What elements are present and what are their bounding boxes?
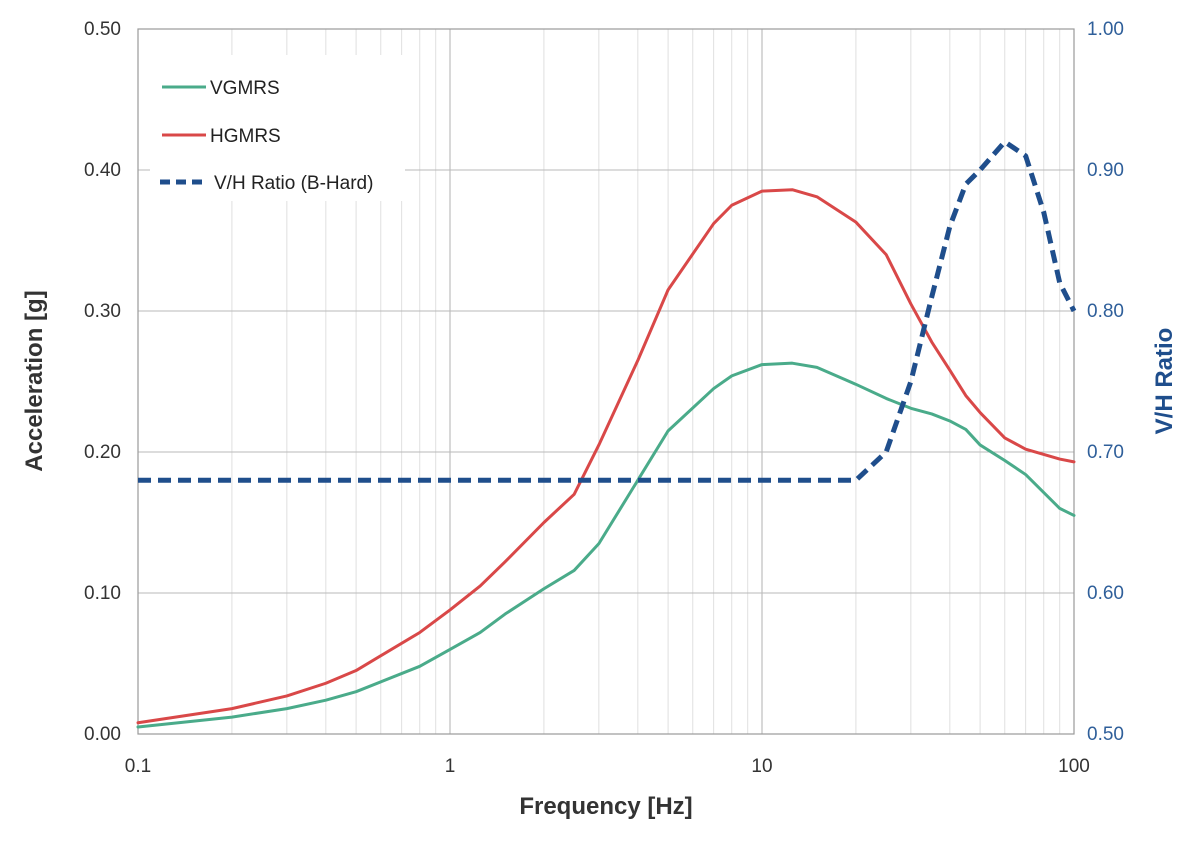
y-tick-label: 0.00: [84, 724, 121, 745]
series-line-vh: [138, 139, 1077, 483]
y2-tick-label: 0.70: [1087, 442, 1124, 463]
series-line-hgmrs: [136, 188, 1076, 725]
plot-area-border: [137, 28, 1075, 735]
legend-label-hgmrs: HGMRS: [210, 126, 281, 147]
legend-box: [150, 55, 405, 201]
y2-tick-label: 0.60: [1087, 583, 1124, 604]
series-layer: [136, 139, 1077, 729]
legend-label-vh-ratio: V/H Ratio (B-Hard): [214, 173, 373, 194]
y-tick-label: 0.20: [84, 442, 121, 463]
series-line-vgmrs: [136, 361, 1076, 729]
y-tick-label: 0.40: [84, 160, 121, 181]
x-axis-title: Frequency [Hz]: [519, 793, 692, 820]
x-tick-label: 100: [1058, 756, 1090, 777]
y-tick-label: 0.10: [84, 583, 121, 604]
legend-label-vgmrs: VGMRS: [210, 78, 280, 99]
y-axis-title: Acceleration [g]: [21, 290, 48, 471]
y2-tick-label: 0.90: [1087, 160, 1124, 181]
y-tick-label: 0.30: [84, 301, 121, 322]
tick-labels: 0.1 1 10 100 0.00 0.10 0.20 0.30 0.40 0.50 0.50 0.6…: [84, 19, 1124, 777]
y2-tick-label: 1.00: [1087, 19, 1124, 40]
y2-tick-label: 0.50: [1087, 724, 1124, 745]
x-tick-label: 0.1: [125, 756, 151, 777]
y2-tick-label: 0.80: [1087, 301, 1124, 322]
x-tick-label: 10: [751, 756, 772, 777]
legend: VGMRS HGMRS V/H Ratio (B-Hard): [150, 55, 405, 201]
y2-axis-title: V/H Ratio: [1151, 328, 1178, 435]
x-tick-label: 1: [445, 756, 456, 777]
y-tick-label: 0.50: [84, 19, 121, 40]
